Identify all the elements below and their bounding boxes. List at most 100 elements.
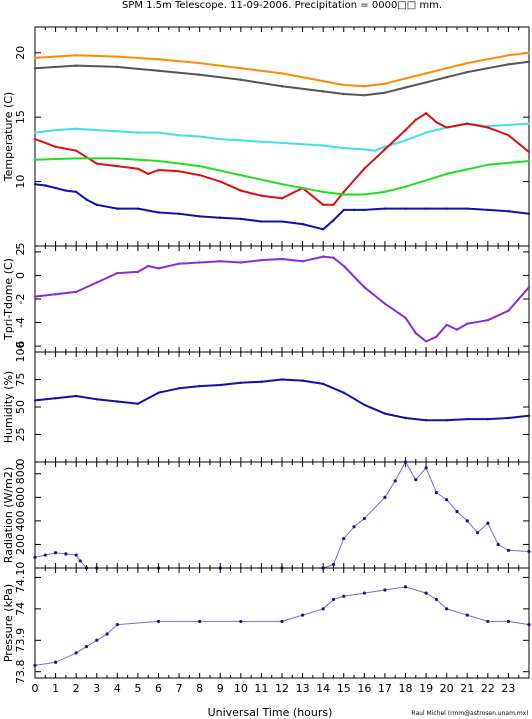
data-point — [486, 126, 490, 129]
data-point — [64, 189, 68, 192]
data-point — [260, 380, 263, 383]
data-point — [74, 64, 78, 67]
data-point — [44, 184, 47, 187]
data-point — [177, 262, 181, 265]
y-tick-label: 74.10 — [14, 562, 27, 594]
data-point — [466, 207, 469, 210]
y-tick-label: -2 — [14, 294, 27, 305]
y-tick-label: -6 — [14, 341, 27, 352]
data-point — [321, 190, 325, 194]
data-point — [435, 335, 438, 338]
series-line-1 — [34, 60, 530, 97]
data-point — [116, 55, 119, 58]
data-point — [507, 134, 510, 137]
data-point — [74, 127, 78, 130]
data-point — [177, 170, 181, 173]
data-point — [404, 139, 407, 142]
data-point — [157, 69, 160, 73]
data-point — [527, 549, 531, 554]
data-point — [383, 91, 387, 94]
series-line-0 — [34, 378, 530, 422]
data-point — [280, 182, 284, 186]
data-point — [33, 182, 37, 186]
series-trace-0 — [34, 460, 530, 569]
data-point — [74, 190, 78, 194]
x-tick-label: 17 — [378, 682, 392, 695]
data-point — [136, 207, 140, 210]
data-point — [507, 416, 510, 420]
y-tick-label: 100 — [14, 342, 27, 363]
data-point — [363, 148, 366, 151]
data-point — [363, 167, 366, 170]
data-point — [435, 121, 438, 124]
data-point — [445, 419, 448, 422]
data-point — [342, 193, 345, 196]
data-point — [404, 316, 407, 320]
data-point — [414, 118, 417, 121]
data-point — [157, 58, 160, 61]
data-point — [507, 63, 510, 66]
data-point — [486, 67, 490, 70]
data-point — [85, 198, 88, 201]
data-point — [342, 264, 345, 268]
y-tick-label: 600 — [14, 487, 27, 508]
y-axis-title: Pressure (kPa) — [2, 584, 15, 662]
data-point — [280, 85, 284, 88]
data-point — [239, 78, 243, 82]
series-line-2 — [34, 122, 530, 152]
data-point — [219, 180, 222, 183]
data-point — [527, 159, 531, 163]
x-tick-label: 7 — [176, 682, 183, 695]
data-point — [239, 381, 243, 384]
y-tick-label: 75 — [14, 373, 27, 387]
data-point — [321, 203, 325, 206]
y-tick-label: 74 — [14, 602, 27, 616]
y-axis-title: Temperature (C) — [2, 92, 15, 182]
data-point — [157, 267, 160, 270]
y-tick-label: 20 — [14, 46, 27, 60]
data-point — [177, 212, 181, 215]
data-point — [527, 60, 531, 63]
x-tick-label: 11 — [254, 682, 268, 695]
data-point — [507, 54, 510, 57]
data-point — [363, 286, 366, 289]
data-point — [466, 122, 469, 125]
data-point — [373, 149, 376, 152]
data-point — [74, 54, 78, 57]
data-point — [321, 90, 325, 93]
data-point — [466, 417, 469, 421]
data-point — [239, 261, 243, 264]
y-tick-label: 2 — [14, 248, 27, 255]
data-point — [157, 159, 160, 163]
y-tick-label: 0 — [14, 459, 27, 466]
data-point — [136, 402, 140, 405]
data-point — [74, 394, 78, 398]
data-point — [486, 208, 490, 212]
x-axis: 0 1 2 3 4 5 6 7 8 9 10 11 12 13 14 15 16 17 18 19 20 21 22 23 — [32, 682, 516, 695]
data-point — [363, 85, 366, 88]
data-point — [301, 379, 304, 382]
data-point — [404, 416, 407, 420]
x-tick-label: 0 — [32, 682, 39, 695]
data-point — [116, 400, 119, 403]
data-point — [466, 70, 469, 74]
data-point — [239, 189, 243, 192]
data-point — [342, 92, 345, 96]
data-point — [95, 203, 98, 206]
data-point — [54, 128, 57, 132]
data-point — [363, 193, 366, 196]
data-point — [260, 194, 263, 197]
data-point — [414, 331, 417, 335]
chart-title: SPM 1.5m Telescope. 11-09-2006. Precipit… — [122, 0, 442, 11]
data-point — [424, 72, 428, 75]
y-tick-label: 10 — [14, 175, 27, 189]
data-point — [147, 172, 150, 176]
data-point — [219, 260, 222, 263]
x-tick-label: 12 — [275, 682, 289, 695]
y-tick-label: 25 — [14, 428, 27, 442]
data-point — [363, 208, 366, 212]
data-point — [332, 219, 335, 222]
data-point — [280, 141, 284, 145]
x-tick-label: 1 — [52, 682, 59, 695]
